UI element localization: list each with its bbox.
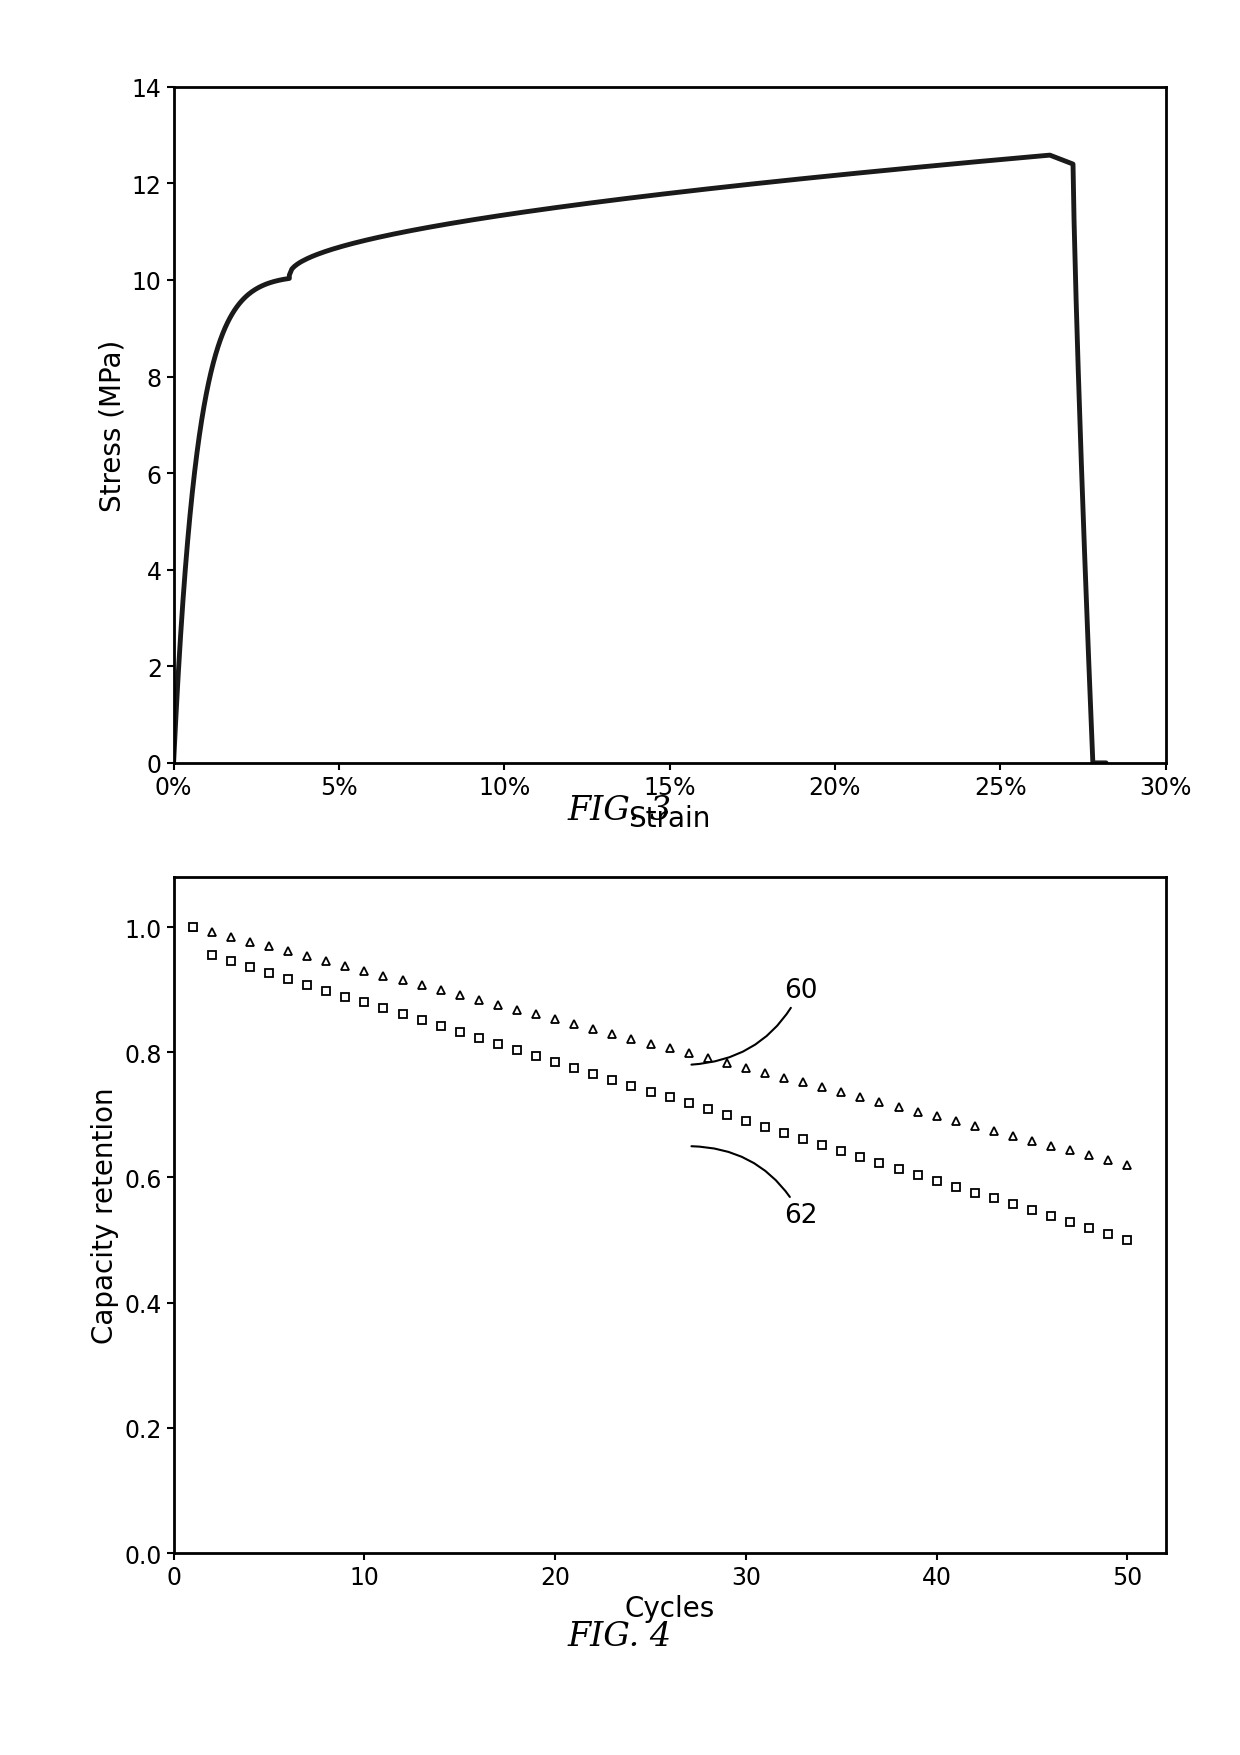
X-axis label: Strain: Strain xyxy=(629,806,711,832)
Text: FIG. 4: FIG. 4 xyxy=(568,1620,672,1651)
Text: 62: 62 xyxy=(692,1146,817,1228)
Y-axis label: Capacity retention: Capacity retention xyxy=(91,1086,119,1344)
Text: FIG. 3: FIG. 3 xyxy=(568,795,672,827)
X-axis label: Cycles: Cycles xyxy=(625,1595,714,1622)
Text: 60: 60 xyxy=(692,978,817,1065)
Y-axis label: Stress (MPa): Stress (MPa) xyxy=(98,339,126,512)
